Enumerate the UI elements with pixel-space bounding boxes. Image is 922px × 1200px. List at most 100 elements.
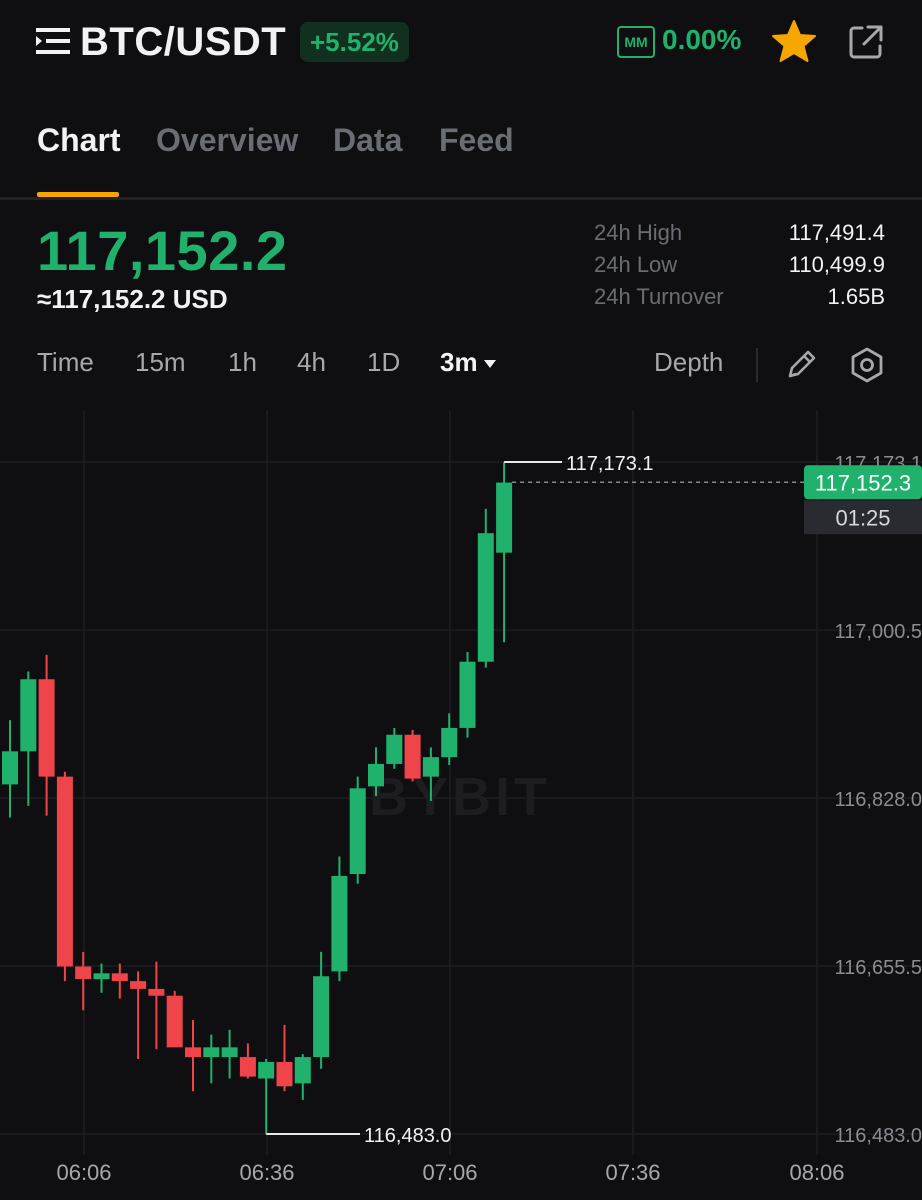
candle xyxy=(38,654,55,816)
candle xyxy=(130,971,147,1060)
interval-time[interactable]: Time xyxy=(37,347,94,377)
header-bar: BTC/USDT +5.52% MM 0.00% xyxy=(0,0,922,90)
last-price-tag-label: 117,152.3 xyxy=(815,470,911,495)
candle-body xyxy=(386,734,403,764)
last-price: 117,152.2 xyxy=(37,219,288,282)
x-axis: 06:06 06:36 07:06 07:36 08:06 xyxy=(56,1160,844,1185)
candle-body xyxy=(441,727,458,758)
candle xyxy=(441,713,458,765)
candle xyxy=(56,771,73,982)
price-markers: 117,173.1 116,483.0 xyxy=(266,453,804,1147)
candle-body xyxy=(130,981,147,989)
candle xyxy=(404,729,421,782)
candle-body xyxy=(349,788,366,875)
tab-data[interactable]: Data xyxy=(333,122,403,158)
usd-price: ≈117,152.2 USD xyxy=(37,284,228,314)
interval-4h[interactable]: 4h xyxy=(297,347,326,377)
mm-icon[interactable]: MM xyxy=(617,26,655,58)
candle-body xyxy=(203,1047,220,1058)
candle-body xyxy=(276,1061,293,1087)
tab-chart[interactable]: Chart xyxy=(37,122,121,158)
candle xyxy=(422,747,439,801)
interval-15m[interactable]: 15m xyxy=(135,347,186,377)
candle xyxy=(258,1059,275,1134)
candle-body xyxy=(422,757,439,777)
candle-body xyxy=(166,995,183,1048)
stat-value-high: 117,491.4 xyxy=(788,220,885,245)
interval-3m[interactable]: 3m xyxy=(440,347,496,378)
candle-body xyxy=(313,976,330,1058)
countdown-tag xyxy=(804,500,922,535)
candle xyxy=(313,951,330,1069)
candle xyxy=(349,776,366,884)
candle xyxy=(185,1020,201,1092)
candle-body xyxy=(368,763,384,787)
y-tick-label: 116,828.0 xyxy=(835,789,922,811)
last-price-tag xyxy=(804,465,922,500)
candle-body xyxy=(38,679,55,777)
candle xyxy=(477,508,494,668)
y-tick-label: 117,000.5 xyxy=(835,621,922,643)
candle xyxy=(111,963,128,999)
x-tick-label: 06:06 xyxy=(56,1160,111,1185)
candle-body xyxy=(239,1057,256,1077)
tab-feed[interactable]: Feed xyxy=(439,122,514,158)
candle xyxy=(368,747,384,797)
pair-title[interactable]: BTC/USDT xyxy=(80,20,287,64)
stat-label-high: 24h High xyxy=(594,220,683,245)
candle xyxy=(331,856,348,982)
candle xyxy=(93,963,110,993)
candle-body xyxy=(111,973,128,982)
candle-body xyxy=(496,482,513,553)
interval-1d[interactable]: 1D xyxy=(367,347,401,377)
depth-button[interactable]: Depth xyxy=(654,347,724,377)
candlestick-chart[interactable]: BYBIT 117,173.1 116,483.0 117,173.1 117,00… xyxy=(0,410,922,1200)
candle xyxy=(221,1029,238,1079)
candle-body xyxy=(258,1061,275,1079)
stat-value-turnover: 1.65B xyxy=(827,284,886,309)
share-icon[interactable] xyxy=(846,22,886,62)
low-marker-label: 116,483.0 xyxy=(364,1125,452,1147)
chevron-down-icon xyxy=(483,360,496,369)
mm-value[interactable]: 0.00% xyxy=(662,24,742,55)
candle-body xyxy=(2,751,18,785)
interval-3m-label: 3m xyxy=(440,347,478,377)
candle-body xyxy=(477,533,494,662)
candle-body xyxy=(404,734,421,779)
candle-body xyxy=(185,1047,201,1058)
candle-body xyxy=(75,966,92,980)
y-axis: 117,173.1117,000.5116,828.0116,655.5116,… xyxy=(804,453,922,1147)
candle xyxy=(386,727,403,769)
high-marker-label: 117,173.1 xyxy=(566,453,654,475)
menu-icon[interactable] xyxy=(36,26,70,56)
x-tick-label: 06:36 xyxy=(239,1160,294,1185)
tab-overview[interactable]: Overview xyxy=(156,122,299,158)
candle-body xyxy=(459,661,476,728)
candles-group xyxy=(2,462,513,1134)
interval-1h[interactable]: 1h xyxy=(228,347,257,377)
candle xyxy=(75,951,92,1011)
pencil-icon[interactable] xyxy=(784,346,820,382)
candle-body xyxy=(294,1057,311,1084)
candle xyxy=(203,1034,220,1084)
change-badge: +5.52% xyxy=(300,22,409,62)
candle-body xyxy=(331,875,348,972)
watermark-logo: BYBIT xyxy=(369,767,551,827)
toolbar-divider xyxy=(756,348,758,382)
y-tick-label: 116,483.0 xyxy=(835,1125,922,1147)
candle xyxy=(239,1043,256,1079)
candle xyxy=(148,961,165,1050)
y-tick-label: 116,655.5 xyxy=(835,957,922,979)
candle xyxy=(166,990,183,1048)
chart-grid xyxy=(0,410,922,1155)
stat-label-low: 24h Low xyxy=(594,252,678,277)
tab-bar: Chart Overview Data Feed xyxy=(0,100,922,200)
candle xyxy=(276,1024,293,1092)
settings-hexagon-icon[interactable] xyxy=(848,346,886,384)
countdown-label: 01:25 xyxy=(835,505,890,530)
star-icon[interactable] xyxy=(770,18,818,66)
x-tick-label: 08:06 xyxy=(789,1160,844,1185)
stat-label-turnover: 24h Turnover xyxy=(594,284,724,309)
candle xyxy=(496,462,513,643)
x-tick-label: 07:06 xyxy=(422,1160,477,1185)
